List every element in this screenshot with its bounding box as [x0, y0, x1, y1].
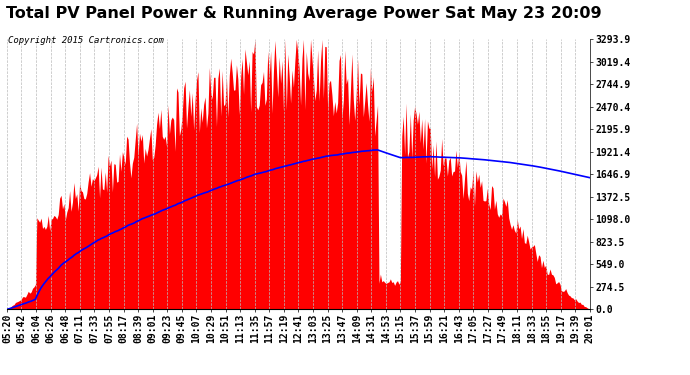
Text: Average  (DC Watts): Average (DC Watts) [369, 19, 497, 28]
Text: Total PV Panel Power & Running Average Power Sat May 23 20:09: Total PV Panel Power & Running Average P… [6, 6, 602, 21]
Text: Copyright 2015 Cartronics.com: Copyright 2015 Cartronics.com [8, 36, 164, 45]
Text: PV Panels  (DC Watts): PV Panels (DC Watts) [484, 19, 627, 28]
